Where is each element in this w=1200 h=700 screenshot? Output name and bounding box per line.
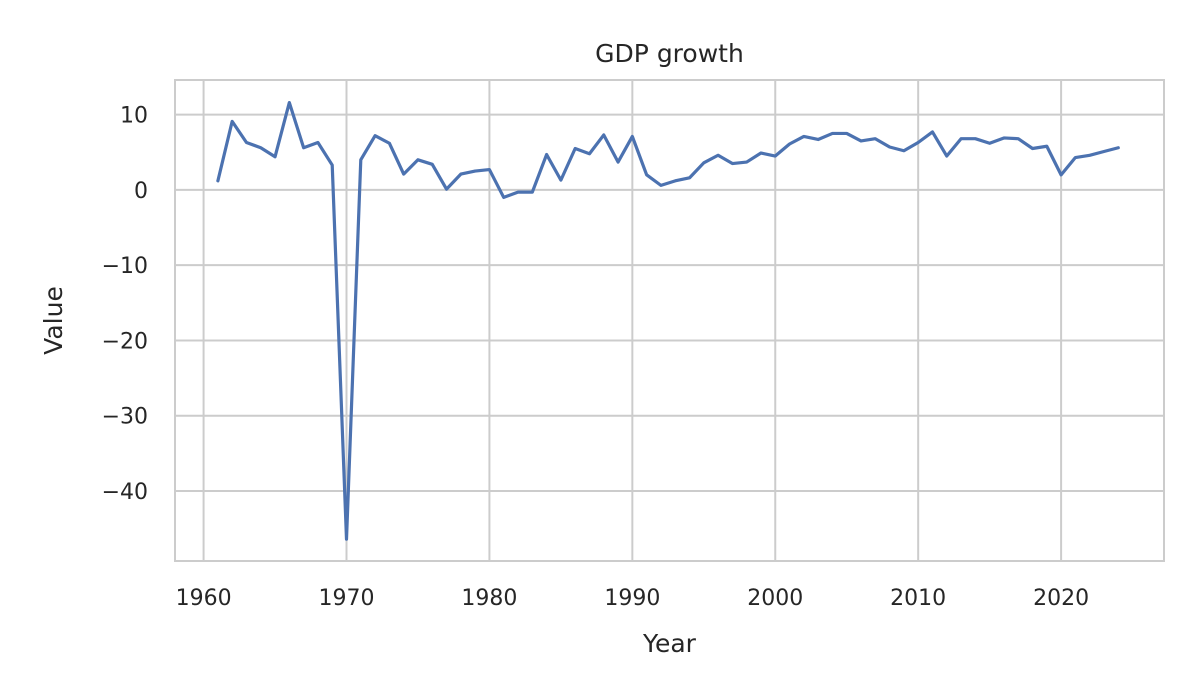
grid [175, 80, 1164, 561]
y-tick-label-0: 0 [134, 179, 148, 204]
x-tick-label-1990: 1990 [604, 586, 660, 611]
x-axis-label: Year [642, 629, 697, 658]
y-tick-label-10: 10 [120, 104, 148, 129]
plot-frame [174, 79, 1165, 562]
x-axis-ticks: 1960 1970 1980 1990 2000 2010 2020 [176, 586, 1090, 611]
y-tick-label--30: −30 [102, 405, 148, 430]
y-axis-label: Value [39, 286, 68, 355]
series-layer [216, 100, 1120, 541]
x-tick-label-1970: 1970 [319, 586, 375, 611]
x-tick-label-2010: 2010 [890, 586, 946, 611]
y-tick-label--10: −10 [102, 254, 148, 279]
y-axis-ticks: −40 −30 −20 −10 0 10 [102, 104, 148, 505]
y-tick-label--40: −40 [102, 480, 148, 505]
x-tick-label-2000: 2000 [747, 586, 803, 611]
y-tick-label--20: −20 [102, 329, 148, 354]
chart-title: GDP growth [595, 39, 744, 68]
plot-area [175, 80, 1164, 561]
x-tick-label-1980: 1980 [461, 586, 517, 611]
x-tick-label-2020: 2020 [1033, 586, 1089, 611]
series-line-0 [216, 100, 1120, 541]
x-tick-label-1960: 1960 [176, 586, 232, 611]
